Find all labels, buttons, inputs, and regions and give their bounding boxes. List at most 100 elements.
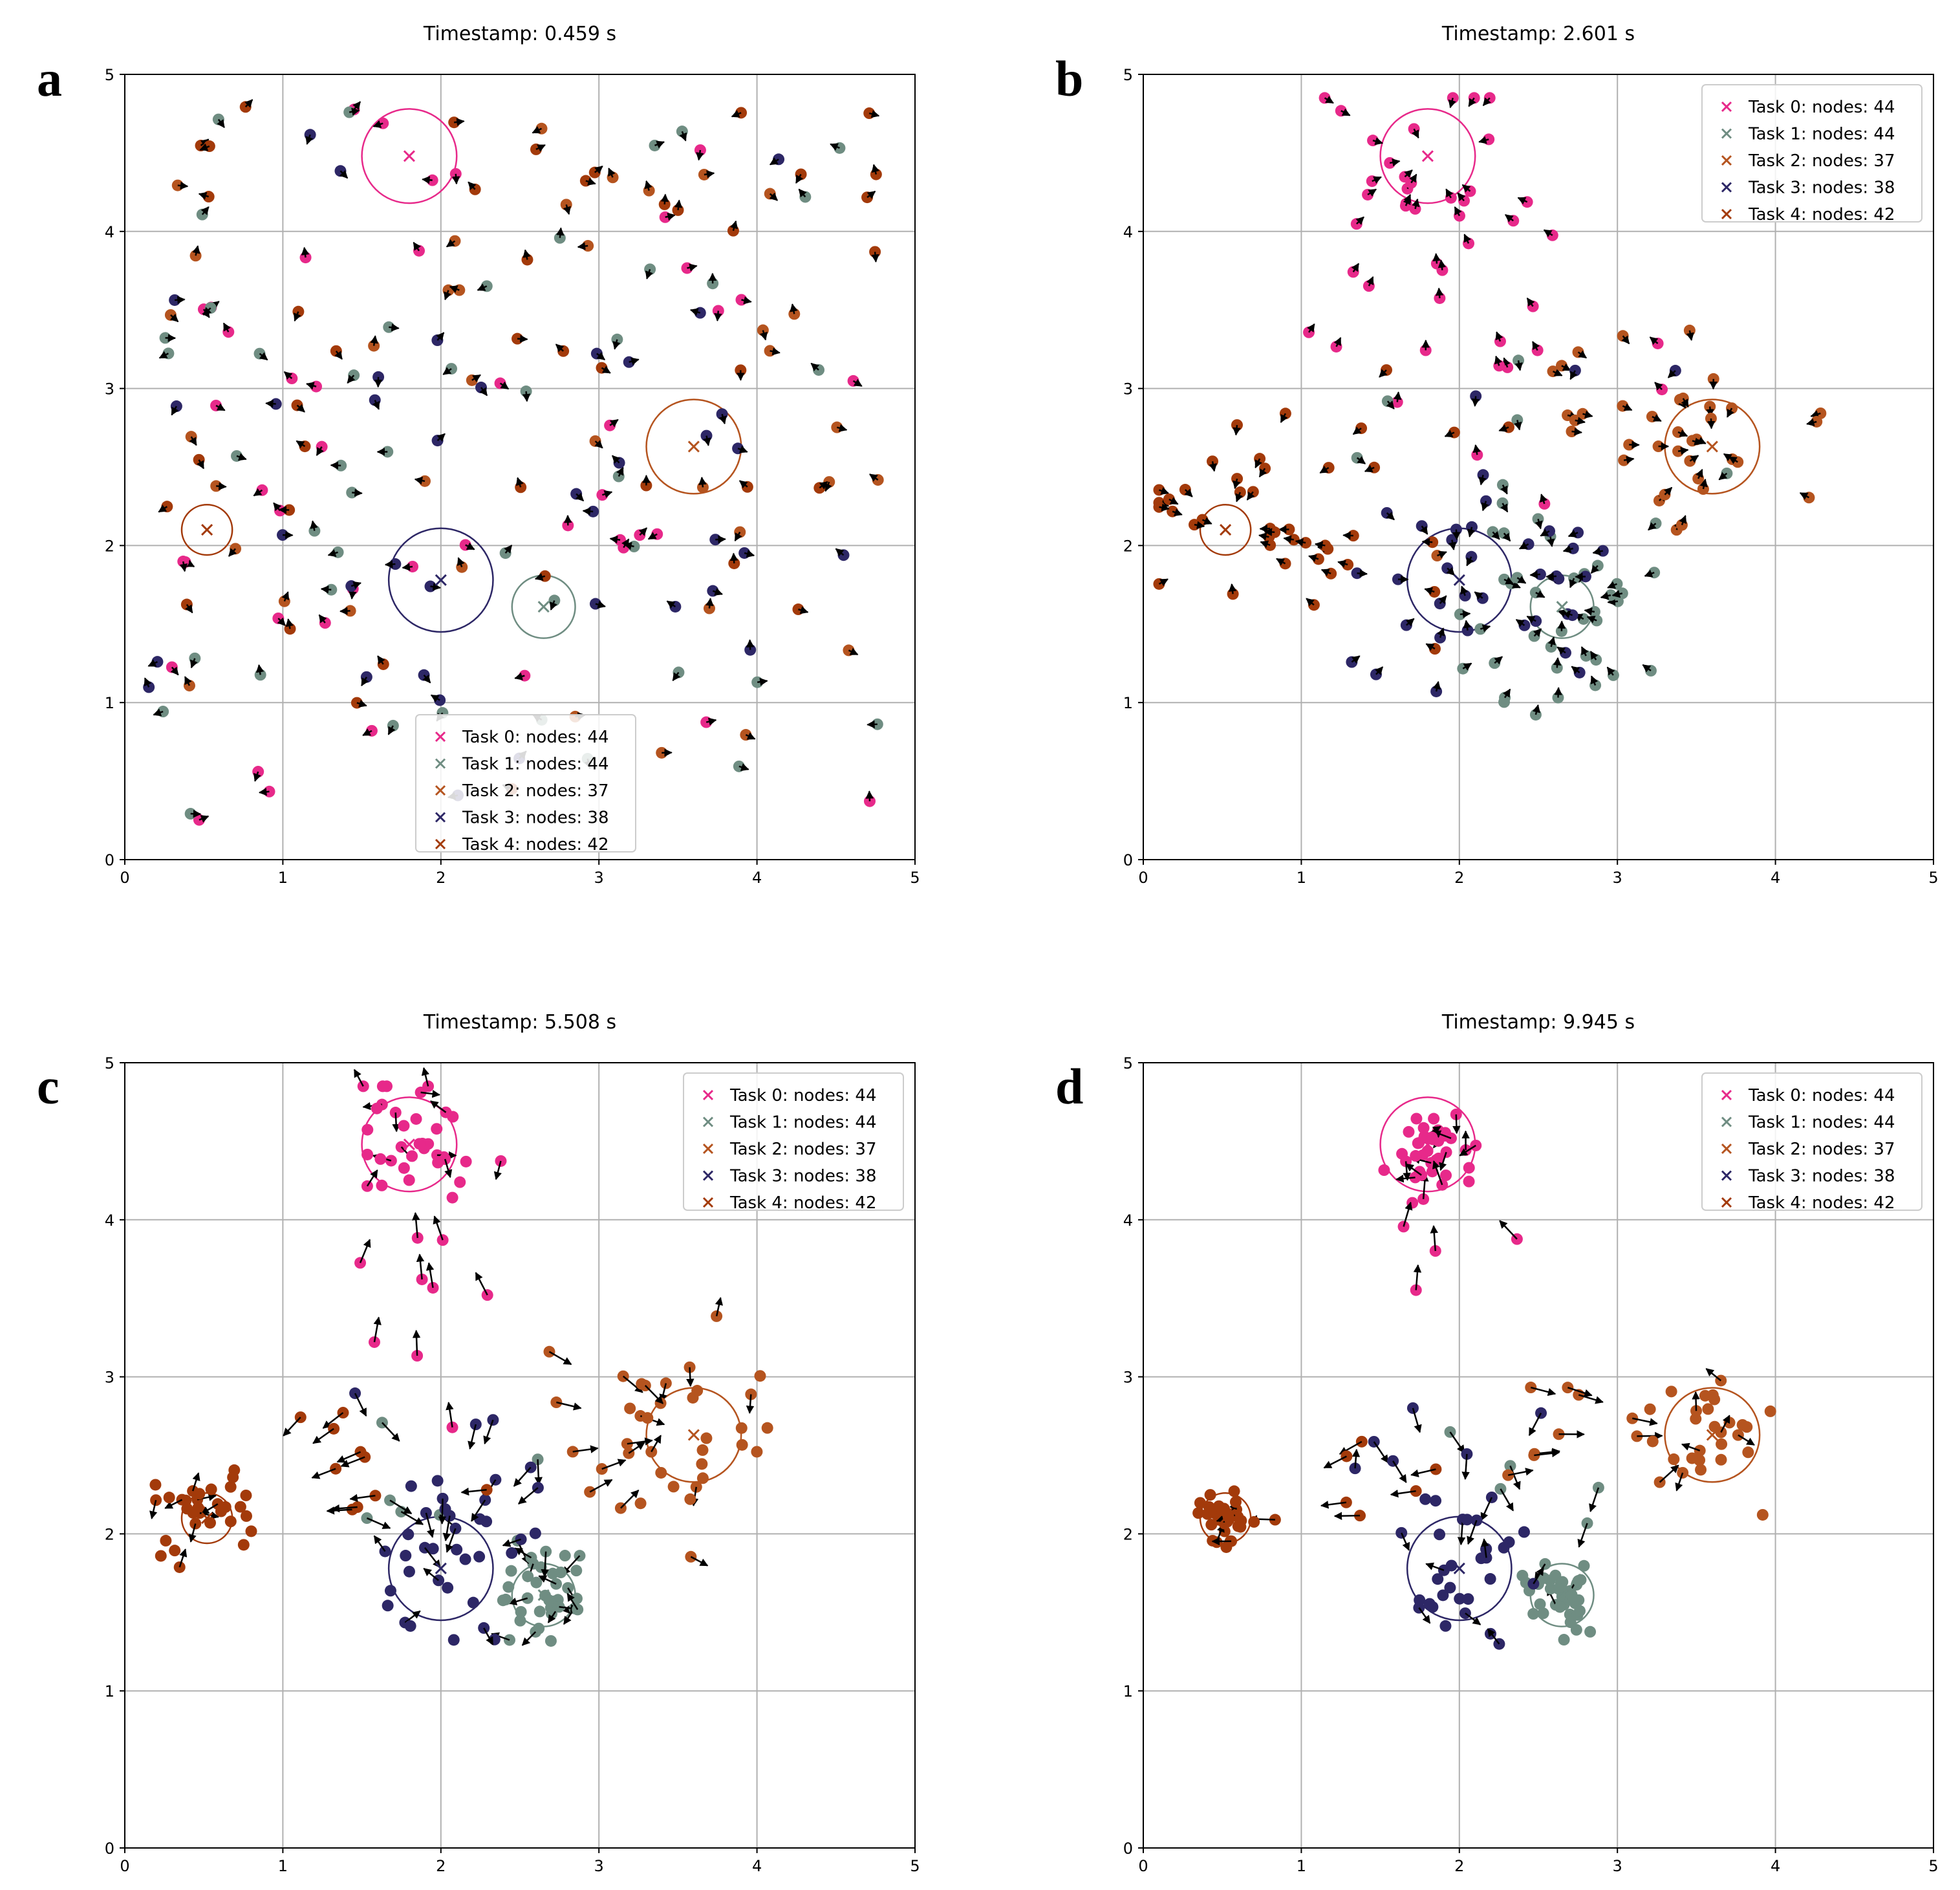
node-dot <box>473 1550 486 1563</box>
node-dot <box>1432 1573 1444 1585</box>
node-task-1 <box>387 719 399 735</box>
node-dot <box>667 1481 680 1493</box>
node-dot <box>1702 1403 1714 1415</box>
node-task-4 <box>198 191 215 203</box>
node-dot <box>506 1547 518 1559</box>
legend-marker <box>435 812 446 823</box>
node-task-1 <box>1642 664 1657 677</box>
velocity-arrow <box>1439 1151 1447 1171</box>
node-task-0 <box>210 399 226 411</box>
y-tick-label: 4 <box>1123 1211 1133 1230</box>
velocity-arrow <box>1649 336 1659 345</box>
plot-frame <box>1143 74 1934 860</box>
velocity-arrow <box>1308 554 1319 563</box>
node-task-1 <box>707 272 719 290</box>
legend-marker <box>435 838 446 850</box>
node-task-3 <box>738 547 755 559</box>
node-task-2 <box>560 199 572 215</box>
velocity-arrow <box>1448 539 1457 550</box>
velocity-arrow <box>1158 578 1168 587</box>
velocity-arrow <box>810 362 820 371</box>
velocity-arrow <box>1679 515 1687 526</box>
x-tick-label: 3 <box>594 1857 604 1875</box>
velocity-arrow <box>322 1412 344 1429</box>
velocity-arrow <box>1482 97 1491 107</box>
node-task-1 <box>327 546 344 558</box>
node-task-1 <box>1351 451 1366 464</box>
node-task-3 <box>1461 1514 1473 1526</box>
velocity-arrow <box>769 192 779 201</box>
node-task-3 <box>1575 570 1591 583</box>
node-task-3 <box>1466 521 1478 538</box>
velocity-arrow <box>1590 675 1599 686</box>
velocity-arrow <box>1452 1114 1461 1135</box>
velocity-arrow <box>1552 369 1563 376</box>
x-tick-label: 4 <box>752 869 762 887</box>
node-task-3 <box>517 1482 544 1504</box>
node-dot <box>1498 1541 1510 1554</box>
node-task-2 <box>831 421 848 433</box>
velocity-arrow <box>1372 176 1382 184</box>
node-task-3 <box>1462 1593 1474 1605</box>
node-task-4 <box>234 1501 246 1513</box>
velocity-arrow <box>1233 424 1241 436</box>
velocity-arrow <box>666 600 676 609</box>
node-task-4 <box>1306 598 1320 611</box>
velocity-arrow <box>465 542 475 550</box>
node-dot <box>529 1527 541 1539</box>
node-task-0 <box>433 1215 449 1246</box>
velocity-arrow <box>283 1417 301 1437</box>
legend: Task 0: nodes: 44 Task 1: nodes: 44 Task 2… <box>683 1072 904 1213</box>
node-task-0 <box>354 1239 371 1269</box>
velocity-arrow <box>339 169 349 179</box>
task-1-center-marker <box>537 1589 550 1602</box>
task-1-center-marker <box>1556 1589 1568 1602</box>
plot-frame <box>124 74 916 860</box>
node-task-2 <box>1659 486 1673 501</box>
velocity-arrow <box>1373 1441 1389 1464</box>
velocity-arrow <box>356 699 367 708</box>
node-dot <box>696 1458 708 1470</box>
velocity-arrow <box>1462 662 1472 671</box>
task-3-region <box>387 527 494 633</box>
node-task-3 <box>459 1553 471 1565</box>
velocity-arrow <box>622 1375 643 1393</box>
node-task-4 <box>728 552 740 569</box>
y-tick-label: 3 <box>1123 1369 1133 1387</box>
node-task-0 <box>398 1162 410 1174</box>
node-task-4 <box>1222 1511 1234 1523</box>
node-dot <box>219 1501 232 1513</box>
node-task-1 <box>1578 1559 1590 1572</box>
node-task-3 <box>1432 1573 1444 1585</box>
node-task-0 <box>1440 1169 1452 1182</box>
node-task-2 <box>596 1459 627 1475</box>
node-task-0 <box>1335 105 1351 117</box>
node-task-3 <box>1556 646 1571 659</box>
node-task-2 <box>589 435 603 449</box>
node-task-4 <box>1211 1535 1238 1547</box>
legend-entry-task-2: Task 2: nodes: 37 <box>1748 151 1895 171</box>
velocity-arrow <box>199 815 210 823</box>
node-task-2 <box>634 1497 647 1510</box>
node-task-0 <box>410 1113 422 1125</box>
node-task-3 <box>744 639 757 656</box>
node-dot <box>544 1635 557 1647</box>
velocity-arrow <box>1526 298 1535 307</box>
velocity-arrow <box>200 206 210 215</box>
node-task-4 <box>468 181 481 195</box>
node-task-4 <box>1308 553 1324 565</box>
velocity-arrow <box>1389 158 1401 167</box>
legend: Task 0: nodes: 44 Task 1: nodes: 44 Task 2… <box>415 714 636 854</box>
node-task-1 <box>623 540 640 552</box>
node-task-4 <box>735 364 747 381</box>
velocity-arrow <box>197 459 205 470</box>
node-task-2 <box>617 1370 643 1393</box>
velocity-arrow <box>1696 468 1703 479</box>
node-task-0 <box>475 1272 493 1301</box>
velocity-arrow <box>1413 1264 1422 1290</box>
velocity-arrow <box>594 440 603 449</box>
velocity-arrow <box>1258 532 1269 541</box>
node-task-3 <box>529 1527 541 1539</box>
node-dot <box>1715 1453 1727 1466</box>
